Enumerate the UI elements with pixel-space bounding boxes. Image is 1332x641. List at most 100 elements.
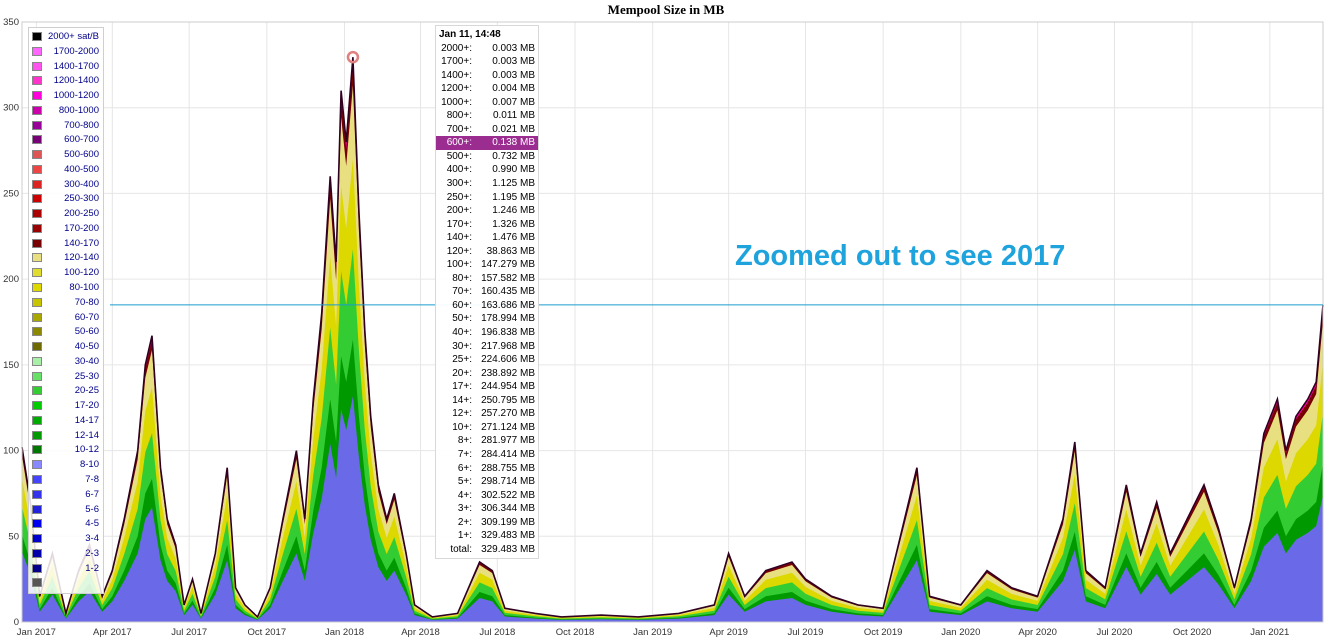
legend-label: 8-10 xyxy=(79,459,99,471)
x-tick-label: Jul 2018 xyxy=(479,627,515,638)
legend-item[interactable]: 12-14 xyxy=(29,429,103,444)
legend-item[interactable]: 80-100 xyxy=(29,281,103,296)
legend-item[interactable]: 500-600 xyxy=(29,148,103,163)
tooltip-key: 300+: xyxy=(446,178,472,190)
legend-item[interactable]: 14-17 xyxy=(29,414,103,429)
legend-item[interactable]: 2-3 xyxy=(29,547,103,562)
tooltip-key: 25+: xyxy=(452,354,472,366)
legend-item[interactable]: 17-20 xyxy=(29,399,103,414)
legend-label: 2000+ sat/B xyxy=(48,31,99,42)
legend-item[interactable]: 70-80 xyxy=(29,296,103,311)
legend-label: 200-250 xyxy=(64,208,99,220)
legend-swatch xyxy=(32,534,42,544)
x-tick-label: Jan 2017 xyxy=(17,627,56,638)
tooltip-row: 4+: 302.522 MB xyxy=(436,489,538,503)
legend-item[interactable]: 1700-2000 xyxy=(29,45,103,60)
legend-item[interactable]: 10-12 xyxy=(29,443,103,458)
tooltip-value: 163.686 MB xyxy=(481,299,535,311)
legend-swatch xyxy=(32,105,42,115)
legend-item[interactable]: 20-25 xyxy=(29,384,103,399)
legend-item[interactable]: 400-500 xyxy=(29,163,103,178)
tooltip-value: 0.138 MB xyxy=(492,137,535,149)
legend-swatch xyxy=(32,474,42,484)
tooltip-key: 1200+: xyxy=(441,83,472,95)
legend-item[interactable]: 200-250 xyxy=(29,207,103,222)
tooltip-row: 80+: 157.582 MB xyxy=(436,272,538,286)
legend-swatch xyxy=(32,445,42,455)
legend-item[interactable]: 100-120 xyxy=(29,266,103,281)
tooltip-key: 40+: xyxy=(452,327,472,339)
legend-item[interactable]: 60-70 xyxy=(29,311,103,326)
legend-swatch xyxy=(32,268,42,278)
legend-item[interactable]: 7-8 xyxy=(29,473,103,488)
tooltip-key: 3+: xyxy=(457,503,472,515)
tooltip-key: 170+: xyxy=(446,218,472,230)
legend-item[interactable]: 1400-1700 xyxy=(29,60,103,75)
tooltip-value: 147.279 MB xyxy=(481,259,535,271)
legend-swatch xyxy=(32,253,42,263)
legend-item[interactable]: 30-40 xyxy=(29,355,103,370)
tooltip-key: 60+: xyxy=(452,299,472,311)
legend-item[interactable]: 2000+ sat/B xyxy=(29,30,103,45)
legend-item[interactable]: 8-10 xyxy=(29,458,103,473)
legend-swatch xyxy=(32,179,42,189)
tooltip-row: 100+: 147.279 MB xyxy=(436,258,538,272)
legend-item[interactable]: 120-140 xyxy=(29,251,103,266)
tooltip-key: 1400+: xyxy=(441,69,472,81)
legend-label: 50-60 xyxy=(74,326,99,338)
legend-item[interactable]: 25-30 xyxy=(29,370,103,385)
tooltip-key: 200+: xyxy=(446,205,472,217)
legend-item[interactable]: 250-300 xyxy=(29,192,103,207)
tooltip-row: 12+: 257.270 MB xyxy=(436,407,538,421)
tooltip-row: 600+: 0.138 MB xyxy=(436,136,538,150)
legend-item[interactable]: 4-5 xyxy=(29,517,103,532)
tooltip-row: 20+: 238.892 MB xyxy=(436,367,538,381)
tooltip-value: 329.483 MB xyxy=(481,543,535,555)
tooltip-key: 100+: xyxy=(446,259,472,271)
overlay xyxy=(110,50,1323,306)
tooltip-row: 30+: 217.968 MB xyxy=(436,340,538,354)
legend-item[interactable]: 170-200 xyxy=(29,222,103,237)
legend-swatch xyxy=(32,401,42,411)
legend-item[interactable] xyxy=(29,576,103,591)
legend-label: 120-140 xyxy=(64,252,99,264)
legend-item[interactable]: 1-2 xyxy=(29,562,103,577)
legend-item[interactable]: 800-1000 xyxy=(29,104,103,119)
tooltip-key: 1700+: xyxy=(441,56,472,68)
legend-swatch xyxy=(32,194,42,204)
tooltip-key: 4+: xyxy=(457,489,472,501)
legend-swatch xyxy=(32,76,42,86)
legend-item[interactable]: 1200-1400 xyxy=(29,74,103,89)
legend-item[interactable]: 3-4 xyxy=(29,532,103,547)
tooltip-key: 600+: xyxy=(446,137,472,149)
tooltip-row: 8+: 281.977 MB xyxy=(436,434,538,448)
y-tick-label: 100 xyxy=(3,446,19,457)
legend-label: 1-2 xyxy=(85,562,99,574)
tooltip-value: 0.004 MB xyxy=(492,83,535,95)
tooltip-value: 238.892 MB xyxy=(481,367,535,379)
legend-swatch xyxy=(32,283,42,293)
tooltip-value: 244.954 MB xyxy=(481,381,535,393)
legend-item[interactable]: 700-800 xyxy=(29,119,103,134)
legend-swatch xyxy=(32,563,42,573)
legend-label: 70-80 xyxy=(74,296,99,308)
tooltip-value: 329.483 MB xyxy=(481,530,535,542)
legend-label: 170-200 xyxy=(64,222,99,234)
legend-item[interactable]: 40-50 xyxy=(29,340,103,355)
legend-item[interactable]: 140-170 xyxy=(29,237,103,252)
legend-item[interactable]: 1000-1200 xyxy=(29,89,103,104)
tooltip-row: 300+: 1.125 MB xyxy=(436,177,538,191)
axes: 0 50 100 150 200 250 300 350 Jan 2017 Apr 2017 Jul… xyxy=(3,17,1324,638)
legend-label: 6-7 xyxy=(85,488,99,500)
legend-item[interactable]: 300-400 xyxy=(29,178,103,193)
legend-item[interactable]: 5-6 xyxy=(29,503,103,518)
tooltip-row: 40+: 196.838 MB xyxy=(436,326,538,340)
tooltip-value: 298.714 MB xyxy=(481,476,535,488)
legend-item[interactable]: 600-700 xyxy=(29,133,103,148)
legend-swatch xyxy=(32,415,42,425)
legend-item[interactable]: 50-60 xyxy=(29,325,103,340)
tooltip-value: 1.246 MB xyxy=(492,205,535,217)
legend-item[interactable]: 6-7 xyxy=(29,488,103,503)
tooltip-row: 70+: 160.435 MB xyxy=(436,285,538,299)
